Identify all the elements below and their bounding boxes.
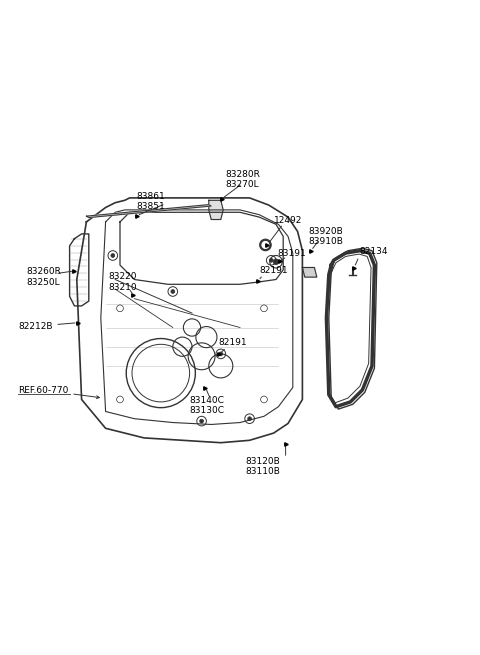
Text: 82191: 82191 xyxy=(218,339,247,347)
Text: 83191: 83191 xyxy=(277,249,306,257)
Circle shape xyxy=(260,239,271,251)
Text: 83280R
83270L: 83280R 83270L xyxy=(226,170,261,189)
Polygon shape xyxy=(86,204,211,217)
Circle shape xyxy=(200,419,204,423)
Circle shape xyxy=(219,352,223,356)
Text: REF.60-770: REF.60-770 xyxy=(18,386,69,396)
Text: 83920B
83910B: 83920B 83910B xyxy=(308,227,343,246)
Circle shape xyxy=(269,258,273,262)
Text: 83140C
83130C: 83140C 83130C xyxy=(190,396,225,415)
Circle shape xyxy=(171,290,175,293)
Text: 12492: 12492 xyxy=(274,216,302,225)
Text: 83260R
83250L: 83260R 83250L xyxy=(26,267,61,287)
Text: 83861
83851: 83861 83851 xyxy=(137,192,166,212)
Text: 82191: 82191 xyxy=(259,267,288,275)
Circle shape xyxy=(262,242,269,248)
Polygon shape xyxy=(302,267,317,277)
Text: 82134: 82134 xyxy=(359,247,387,256)
Text: 83220
83210: 83220 83210 xyxy=(108,272,137,291)
Polygon shape xyxy=(209,200,223,219)
Circle shape xyxy=(248,417,252,421)
Text: 83120B
83110B: 83120B 83110B xyxy=(245,457,280,476)
Circle shape xyxy=(273,259,279,265)
Circle shape xyxy=(111,253,115,257)
Text: 82212B: 82212B xyxy=(18,322,53,331)
